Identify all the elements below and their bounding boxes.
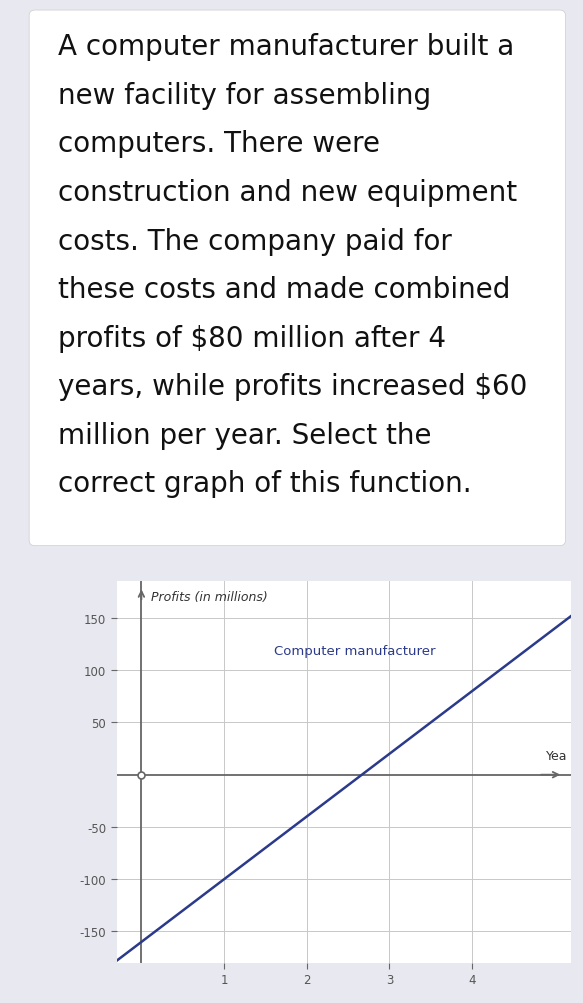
Text: costs. The company paid for: costs. The company paid for xyxy=(58,228,452,255)
Text: construction and new equipment: construction and new equipment xyxy=(58,179,518,207)
Text: Yea: Yea xyxy=(546,749,567,762)
Text: profits of $80 million after 4: profits of $80 million after 4 xyxy=(58,324,447,352)
Text: correct graph of this function.: correct graph of this function. xyxy=(58,470,472,497)
Text: computers. There were: computers. There were xyxy=(58,130,380,158)
Text: these costs and made combined: these costs and made combined xyxy=(58,276,511,304)
Text: A computer manufacturer built a: A computer manufacturer built a xyxy=(58,33,515,61)
Text: years, while profits increased $60: years, while profits increased $60 xyxy=(58,373,528,401)
Text: new facility for assembling: new facility for assembling xyxy=(58,81,431,109)
Text: million per year. Select the: million per year. Select the xyxy=(58,421,432,449)
Text: Computer manufacturer: Computer manufacturer xyxy=(273,644,435,657)
FancyBboxPatch shape xyxy=(29,11,566,546)
Text: Profits (in millions): Profits (in millions) xyxy=(152,590,268,603)
